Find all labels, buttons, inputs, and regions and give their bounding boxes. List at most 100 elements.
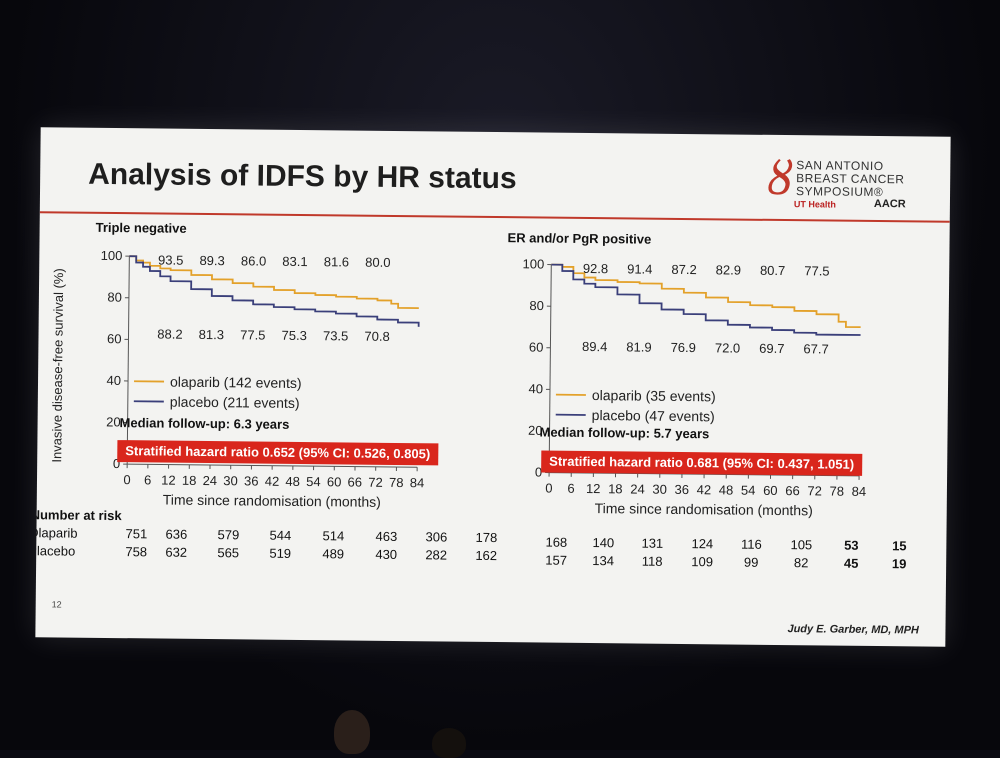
- legend-entry: olaparib (142 events): [170, 374, 302, 391]
- risk-cell-olaparib: 168: [532, 534, 580, 550]
- x-tick-label: 12: [586, 481, 601, 496]
- x-tick-label: 78: [829, 484, 844, 499]
- risk-cell-olaparib: 579: [204, 527, 252, 543]
- x-tick-label: 36: [674, 482, 689, 497]
- olaparib-survival-label: 82.9: [716, 262, 741, 277]
- x-tick-label: 6: [144, 472, 151, 487]
- x-tick-label: 48: [719, 482, 734, 497]
- placebo-survival-label: 69.7: [759, 341, 784, 356]
- aacr-logo: AACR: [874, 198, 906, 210]
- olaparib-survival-label: 93.5: [158, 252, 183, 267]
- olaparib-survival-label: 80.7: [760, 263, 785, 278]
- risk-cell-olaparib: 140: [579, 535, 627, 551]
- placebo-survival-label: 67.7: [803, 341, 828, 356]
- risk-label-olaparib: Olaparib: [35, 525, 77, 541]
- sabcs-logo-text: SAN ANTONIO BREAST CANCER SYMPOSIUM®: [796, 159, 926, 199]
- placebo-survival-label: 73.5: [323, 328, 348, 343]
- risk-cell-olaparib: 544: [256, 528, 304, 544]
- olaparib-survival-label: 89.3: [199, 253, 224, 268]
- median-followup-right: Median follow-up: 5.7 years: [539, 424, 709, 441]
- risk-cell-olaparib: 124: [678, 536, 726, 552]
- panel-left-title: Triple negative: [96, 220, 187, 236]
- y-tick-label: 80: [107, 290, 122, 305]
- risk-cell-olaparib: 636: [152, 526, 200, 542]
- risk-cell-placebo: 430: [362, 547, 410, 563]
- risk-cell-placebo: 632: [152, 544, 200, 560]
- risk-cell-placebo: 19: [875, 556, 923, 572]
- olaparib-survival-label: 81.6: [324, 254, 349, 269]
- risk-cell-placebo: 45: [827, 556, 875, 572]
- x-tick-label: 6: [567, 481, 574, 496]
- x-tick-label: 54: [306, 474, 321, 489]
- risk-cell-olaparib: 105: [777, 537, 825, 553]
- x-tick-label: 18: [608, 481, 623, 496]
- placebo-survival-label: 70.8: [364, 329, 389, 344]
- risk-cell-olaparib: 178: [462, 530, 510, 546]
- x-tick-label: 54: [741, 483, 756, 498]
- x-tick-label: 60: [327, 474, 342, 489]
- legend-entry: placebo (47 events): [592, 407, 715, 424]
- x-tick-label: 84: [410, 475, 425, 490]
- hazard-ratio-right: Stratified hazard ratio 0.681 (95% CI: 0…: [541, 451, 862, 476]
- placebo-survival-label: 81.3: [199, 327, 224, 342]
- olaparib-survival-label: 91.4: [627, 261, 652, 276]
- x-axis-title: Time since randomisation (months): [163, 492, 381, 510]
- risk-cell-placebo: 519: [256, 546, 304, 562]
- y-axis-title: Invasive disease-free survival (%): [49, 268, 66, 463]
- olaparib-survival-label: 83.1: [282, 254, 307, 269]
- olaparib-survival-label: 80.0: [365, 255, 390, 270]
- x-tick-label: 30: [223, 473, 238, 488]
- x-tick-label: 42: [697, 482, 712, 497]
- x-axis-title: Time since randomisation (months): [595, 500, 813, 518]
- risk-cell-placebo: 109: [678, 554, 726, 570]
- y-axis-line: [127, 256, 129, 464]
- risk-cell-olaparib: 116: [727, 536, 775, 552]
- x-tick-label: 72: [807, 483, 822, 498]
- risk-cell-olaparib: 15: [875, 538, 923, 554]
- presentation-slide: Analysis of IDFS by HR status ȣ SAN ANTO…: [35, 127, 950, 647]
- olaparib-survival-label: 77.5: [804, 263, 829, 278]
- sabcs-logo: ȣ SAN ANTONIO BREAST CANCER SYMPOSIUM® U…: [762, 151, 931, 225]
- presenter-name: Judy E. Garber, MD, MPH: [787, 623, 919, 636]
- x-tick-label: 24: [203, 473, 218, 488]
- y-tick-label: 100: [101, 248, 123, 263]
- risk-cell-placebo: 118: [628, 553, 676, 569]
- placebo-survival-label: 77.5: [240, 327, 265, 342]
- placebo-survival-label: 88.2: [157, 326, 182, 341]
- risk-cell-olaparib: 514: [309, 528, 357, 544]
- x-tick-label: 84: [852, 484, 867, 499]
- risk-cell-olaparib: 306: [412, 529, 460, 545]
- y-tick-label: 20: [106, 414, 121, 429]
- risk-cell-olaparib: 53: [827, 538, 875, 554]
- x-tick-label: 66: [785, 483, 800, 498]
- placebo-survival-label: 72.0: [715, 340, 740, 355]
- x-tick-label: 18: [182, 473, 197, 488]
- y-tick-label: 80: [529, 298, 544, 313]
- x-tick-label: 12: [161, 473, 176, 488]
- y-tick-label: 60: [529, 340, 544, 355]
- risk-cell-placebo: 82: [777, 555, 825, 571]
- placebo-survival-label: 89.4: [582, 339, 607, 354]
- y-tick-label: 100: [523, 256, 545, 271]
- ut-health-logo: UT Health: [794, 199, 836, 209]
- olaparib-survival-label: 86.0: [241, 253, 266, 268]
- audience-person-1: [334, 710, 370, 754]
- placebo-survival-label: 75.3: [282, 328, 307, 343]
- olaparib-survival-label: 87.2: [671, 262, 696, 277]
- x-tick-label: 42: [265, 474, 280, 489]
- x-tick-label: 24: [630, 481, 645, 496]
- risk-cell-olaparib: 131: [628, 535, 676, 551]
- risk-cell-placebo: 489: [309, 546, 357, 562]
- slide-title: Analysis of IDFS by HR status: [88, 158, 517, 196]
- risk-cell-placebo: 565: [204, 545, 252, 561]
- slide-number: 12: [52, 599, 62, 609]
- legend-entry: placebo (211 events): [170, 394, 300, 411]
- x-tick-label: 0: [545, 481, 552, 496]
- x-tick-label: 60: [763, 483, 778, 498]
- risk-cell-placebo: 282: [412, 547, 460, 563]
- number-at-risk-title: Number at risk: [35, 507, 121, 523]
- hazard-ratio-left: Stratified hazard ratio 0.652 (95% CI: 0…: [117, 440, 438, 465]
- x-tick-label: 0: [123, 472, 130, 487]
